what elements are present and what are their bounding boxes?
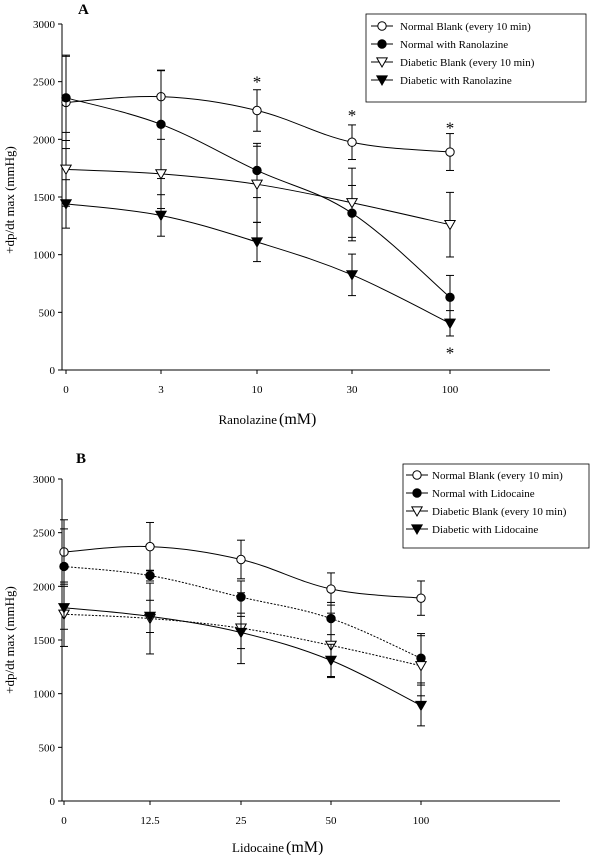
data-point-a-3: [345, 270, 359, 281]
legend-label-a: Normal Blank (every 10 min): [400, 21, 531, 33]
data-point-a-2: [250, 179, 264, 191]
y-tick-label-a: 1000: [33, 250, 56, 262]
legend-marker-a: [375, 75, 389, 86]
x-tick-label-a: 3: [158, 384, 164, 396]
y-tick-label-a: 0: [50, 365, 56, 377]
x-tick-label-b: 25: [236, 815, 248, 827]
data-point-b-1: [145, 570, 155, 581]
y-tick-label-b: 1000: [33, 689, 56, 701]
significance-marker-a: *: [348, 106, 357, 125]
data-point-b-3: [414, 700, 428, 712]
legend-label-b: Normal Blank (every 10 min): [432, 470, 563, 482]
data-point-a-3: [443, 318, 457, 330]
significance-marker-a: *: [446, 118, 455, 137]
significance-marker-a: *: [253, 72, 262, 91]
legend-marker-b: [410, 506, 424, 517]
x-axis-title-b: Lidocaine: [232, 840, 284, 855]
legend-marker-a: [375, 57, 389, 68]
series-line-b-2: [63, 613, 422, 667]
data-point-b-2: [414, 661, 428, 672]
x-tick-label-a: 100: [442, 384, 459, 396]
data-point-b-0: [145, 541, 155, 552]
x-axis-unit-a: (mM): [279, 411, 316, 428]
legend-box-a: [365, 13, 587, 103]
x-tick-label-a: 10: [252, 384, 264, 396]
data-point-a-0: [445, 147, 455, 157]
legend-label-b: Diabetic with Lidocaine: [432, 524, 538, 536]
x-tick-label-b: 50: [326, 815, 338, 827]
significance-marker-a: *: [446, 343, 455, 362]
data-point-a-2: [59, 164, 73, 176]
panel-label-a: A: [78, 2, 89, 18]
data-point-b-0: [416, 593, 426, 603]
data-point-a-2: [154, 169, 168, 180]
x-tick-label-b: 0: [61, 815, 67, 827]
data-point-b-0: [236, 554, 246, 565]
legend-marker-b: [412, 470, 422, 480]
data-point-b-3: [234, 627, 248, 639]
data-point-b-1: [59, 561, 69, 572]
data-point-b-3: [57, 603, 71, 614]
data-point-a-0: [252, 105, 262, 116]
data-point-a-1: [61, 93, 71, 103]
legend-label-b: Normal with Lidocaine: [432, 488, 535, 500]
y-tick-label-b: 500: [39, 742, 56, 754]
y-tick-label-a: 2000: [33, 134, 56, 146]
data-point-a-0: [347, 137, 357, 147]
y-tick-label-a: 3000: [33, 19, 56, 31]
y-tick-label-a: 500: [39, 307, 56, 319]
x-axis-title-a: Ranolazine: [219, 412, 278, 427]
chart-panel-b: B +dp/dt max (mmHg) Lidocaine (mM) 05001…: [2, 451, 590, 855]
data-point-b-0: [326, 584, 336, 594]
x-tick-label-b: 100: [413, 815, 430, 827]
y-tick-label-b: 1500: [33, 635, 56, 647]
y-tick-label-a: 2500: [33, 77, 56, 89]
y-axis-title-b: +dp/dt max (mmHg): [2, 586, 17, 694]
y-axis-title-a: +dp/dt max (mmHg): [2, 146, 17, 254]
legend-label-a: Diabetic with Ranolazine: [400, 75, 512, 87]
data-point-b-3: [324, 655, 338, 667]
x-tick-label-a: 0: [63, 384, 69, 396]
y-tick-label-a: 1500: [33, 192, 56, 204]
legend-marker-b: [412, 488, 422, 498]
data-point-a-3: [250, 237, 264, 248]
legend-box-b: [402, 463, 590, 549]
data-point-a-2: [443, 220, 457, 231]
x-tick-label-a: 30: [347, 384, 359, 396]
data-point-a-3: [154, 210, 168, 222]
legend-label-a: Diabetic Blank (every 10 min): [400, 57, 535, 69]
legend-label-a: Normal with Ranolazine: [400, 39, 508, 51]
data-point-a-1: [156, 119, 166, 130]
panel-label-b: B: [76, 451, 86, 467]
y-tick-label-b: 2500: [33, 528, 56, 540]
data-point-b-3: [143, 611, 157, 623]
chart-panel-a: A +dp/dt max (mmHg) Ranolazine (mM) 0 500…: [2, 2, 587, 428]
legend-label-b: Diabetic Blank (every 10 min): [432, 506, 567, 518]
y-tick-label-b: 3000: [33, 474, 56, 486]
data-point-a-2: [345, 198, 359, 209]
y-tick-label-b: 2000: [33, 581, 56, 593]
y-tick-label-b: 0: [50, 796, 56, 808]
x-axis-unit-b: (mM): [286, 839, 323, 855]
data-point-a-3: [59, 199, 73, 210]
legend-marker-b: [410, 524, 424, 535]
legend-marker-a: [377, 21, 387, 31]
data-point-a-1: [445, 292, 455, 303]
legend-marker-a: [377, 39, 387, 49]
x-tick-label-b: 12.5: [140, 815, 160, 827]
